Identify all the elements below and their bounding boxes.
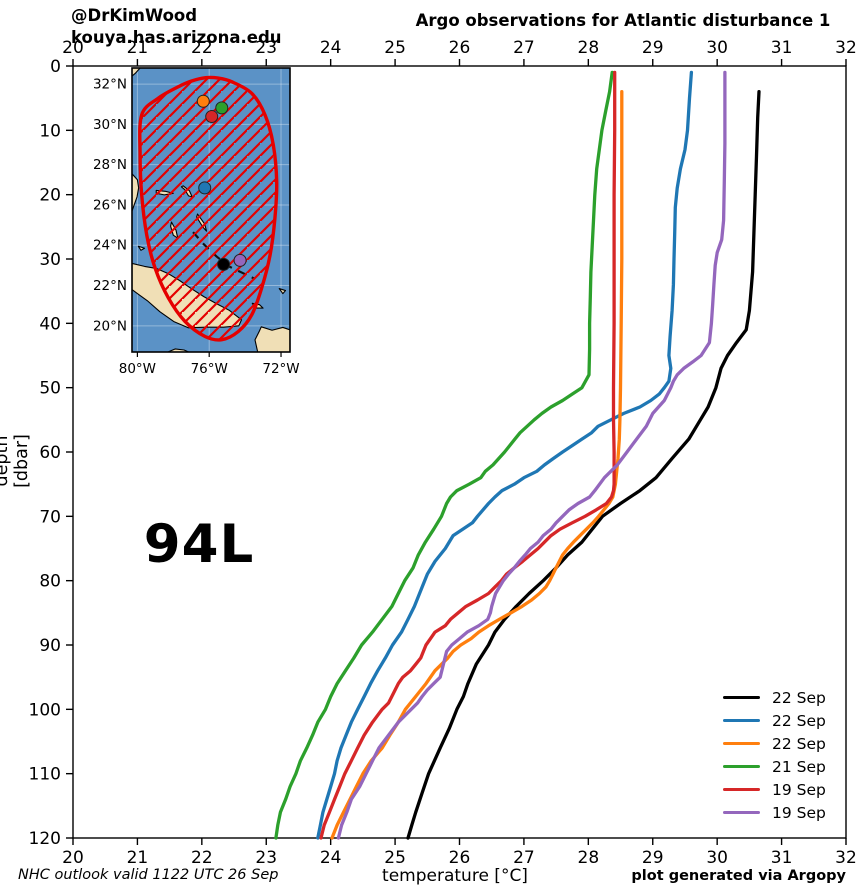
map-float-marker (198, 181, 212, 195)
y-tick-label: 80 (39, 572, 61, 592)
inset-map (132, 68, 290, 352)
x-tick-label-top: 21 (127, 38, 149, 58)
map-lat-label: 32°N (93, 77, 127, 93)
legend-entry: 22 Sep (723, 732, 826, 755)
y-tick-label: 40 (39, 314, 61, 334)
y-tick-label: 100 (29, 700, 61, 720)
map-lat-label: 20°N (93, 318, 127, 334)
attribution-text: @DrKimWood kouya.has.arizona.edu (71, 6, 282, 47)
map-float-marker (217, 257, 231, 271)
x-tick-label-top: 24 (320, 38, 342, 58)
legend-entry: 21 Sep (723, 755, 826, 778)
storm-id-label: 94L (143, 514, 255, 575)
map-land (132, 173, 140, 212)
x-tick-label-bottom: 31 (771, 848, 793, 868)
x-tick-label-top: 26 (449, 38, 471, 58)
outlook-area-outline (138, 75, 279, 342)
y-tick-label: 110 (29, 765, 61, 785)
x-tick-label-bottom: 21 (127, 848, 149, 868)
x-tick-label-bottom: 28 (578, 848, 600, 868)
x-tick-label-bottom: 23 (255, 848, 277, 868)
x-tick-label-bottom: 29 (642, 848, 664, 868)
map-lon-label: 80°W (119, 361, 156, 377)
legend-line-swatch (723, 787, 760, 792)
outlook-area-hatch (139, 77, 277, 341)
y-axis-title: depth [dbar] (0, 434, 32, 488)
x-tick-label-top: 28 (578, 38, 600, 58)
x-tick-label-top: 25 (384, 38, 406, 58)
x-tick-label-top: 27 (513, 38, 535, 58)
chart-title: Argo observations for Atlantic disturban… (415, 11, 831, 30)
map-land (254, 326, 290, 352)
y-tick-label: 120 (29, 829, 61, 849)
x-tick-label-bottom: 25 (384, 848, 406, 868)
x-tick-label-bottom: 22 (191, 848, 213, 868)
map-lat-label: 30°N (93, 117, 127, 133)
legend-entry: 19 Sep (723, 801, 826, 824)
y-tick-label: 60 (39, 443, 61, 463)
x-tick-label-bottom: 26 (449, 848, 471, 868)
map-lat-label: 26°N (93, 197, 127, 213)
legend-entry: 22 Sep (723, 709, 826, 732)
map-frame (131, 67, 291, 353)
y-tick-label: 50 (39, 379, 61, 399)
x-tick-label-top: 31 (771, 38, 793, 58)
y-tick-label: 90 (39, 636, 61, 656)
profile-line-1-22-sep (316, 70, 694, 840)
map-lat-label: 28°N (93, 157, 127, 173)
legend-entry: 22 Sep (723, 686, 826, 709)
legend-line-swatch (723, 764, 760, 769)
legend-line-swatch (723, 810, 760, 815)
profile-line-4-19-sep (319, 70, 617, 840)
y-tick-label: 20 (39, 186, 61, 206)
x-tick-label-top: 22 (191, 38, 213, 58)
legend-label: 22 Sep (772, 688, 826, 707)
map-float-marker (233, 253, 247, 267)
y-tick-label: 0 (50, 57, 61, 77)
map-land (278, 288, 287, 295)
profile-line-0-22-sep (406, 90, 761, 840)
map-land (137, 245, 146, 251)
x-tick-label-bottom: 24 (320, 848, 342, 868)
map-float-marker (205, 110, 219, 124)
y-tick-label: 30 (39, 250, 61, 270)
legend-label: 22 Sep (772, 734, 826, 753)
map-lon-label: 72°W (262, 361, 299, 377)
x-tick-label-bottom: 32 (835, 848, 857, 868)
legend-label: 21 Sep (772, 757, 826, 776)
x-axis-title: temperature [°C] (382, 866, 528, 886)
x-tick-label-bottom: 30 (706, 848, 728, 868)
nhc-outlook-footnote: NHC outlook valid 1122 UTC 26 Sep (18, 867, 279, 883)
legend-line-swatch (723, 741, 760, 746)
x-tick-label-top: 20 (62, 38, 84, 58)
argopy-credit-footnote: plot generated via Argopy (631, 868, 846, 884)
legend: 22 Sep 22 Sep 22 Sep 21 Sep 19 Sep 19 Sep (723, 686, 826, 824)
legend-label: 19 Sep (772, 803, 826, 822)
profile-line-2-22-sep (330, 90, 624, 840)
x-tick-label-top: 29 (642, 38, 664, 58)
profile-line-3-21-sep (274, 70, 614, 840)
map-lon-label: 76°W (191, 361, 228, 377)
y-tick-label: 10 (39, 121, 61, 141)
map-land (132, 68, 141, 77)
x-tick-label-top: 32 (835, 38, 857, 58)
map-float-marker (196, 94, 210, 108)
legend-line-swatch (723, 718, 760, 723)
legend-line-swatch (723, 695, 760, 700)
map-lat-label: 22°N (93, 278, 127, 294)
x-tick-label-bottom: 27 (513, 848, 535, 868)
x-tick-label-bottom: 20 (62, 848, 84, 868)
map-float-marker (215, 101, 229, 115)
legend-label: 22 Sep (772, 711, 826, 730)
y-tick-label: 70 (39, 507, 61, 527)
x-tick-label-top: 30 (706, 38, 728, 58)
legend-label: 19 Sep (772, 780, 826, 799)
x-tick-label-top: 23 (255, 38, 277, 58)
profile-line-5-19-sep (336, 70, 727, 840)
legend-entry: 19 Sep (723, 778, 826, 801)
map-lat-label: 24°N (93, 238, 127, 254)
